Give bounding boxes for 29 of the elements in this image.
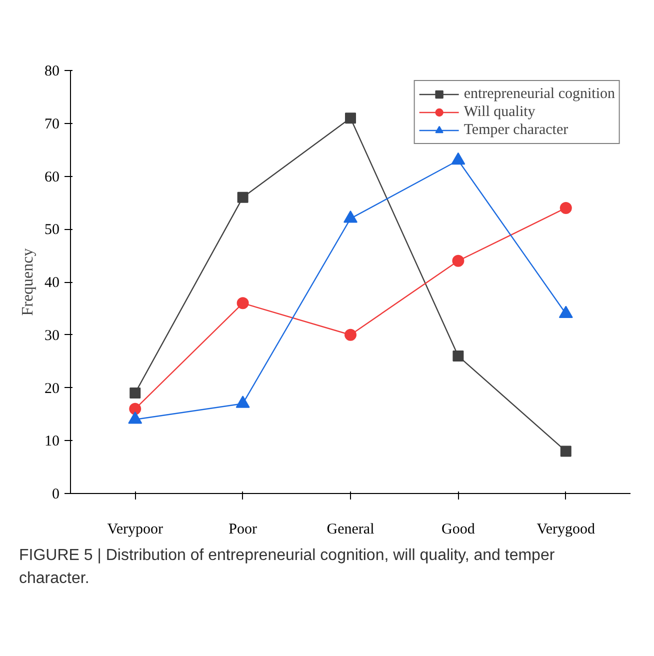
y-tick-label: 40 — [44, 275, 60, 291]
y-tick-label: 0 — [52, 486, 60, 502]
point — [236, 297, 249, 310]
point — [560, 446, 572, 457]
y-tick-label: 10 — [44, 434, 60, 450]
y-tick-label: 20 — [44, 380, 60, 397]
y-axis-title: Frequency — [20, 248, 36, 316]
y-tick-label: 80 — [44, 64, 60, 80]
point — [560, 202, 572, 214]
x-tick-label: General — [326, 522, 374, 538]
point — [344, 328, 356, 341]
point — [130, 388, 141, 399]
point — [345, 112, 356, 124]
y-tick-label: 50 — [44, 222, 60, 238]
point — [452, 350, 464, 362]
point — [237, 192, 248, 203]
legend-label: Will quality — [464, 103, 536, 121]
legend-label: Temper character — [464, 121, 568, 139]
point — [452, 254, 464, 267]
x-tick-label: Good — [442, 522, 476, 538]
legend-label: entrepreneurial cognition — [464, 85, 615, 103]
y-tick-label: 30 — [44, 328, 60, 344]
y-tick-label: 70 — [44, 116, 60, 132]
x-tick-label: Verypoor — [107, 522, 164, 538]
x-tick-label: Verygood — [536, 522, 596, 538]
caption: FIGURE 5 | Distribution of entrepreneurial cognition, will quality, and temper character. — [19, 546, 556, 589]
point — [129, 402, 142, 415]
x-tick-label: Poor — [228, 522, 257, 538]
y-tick-label: 60 — [44, 169, 60, 186]
